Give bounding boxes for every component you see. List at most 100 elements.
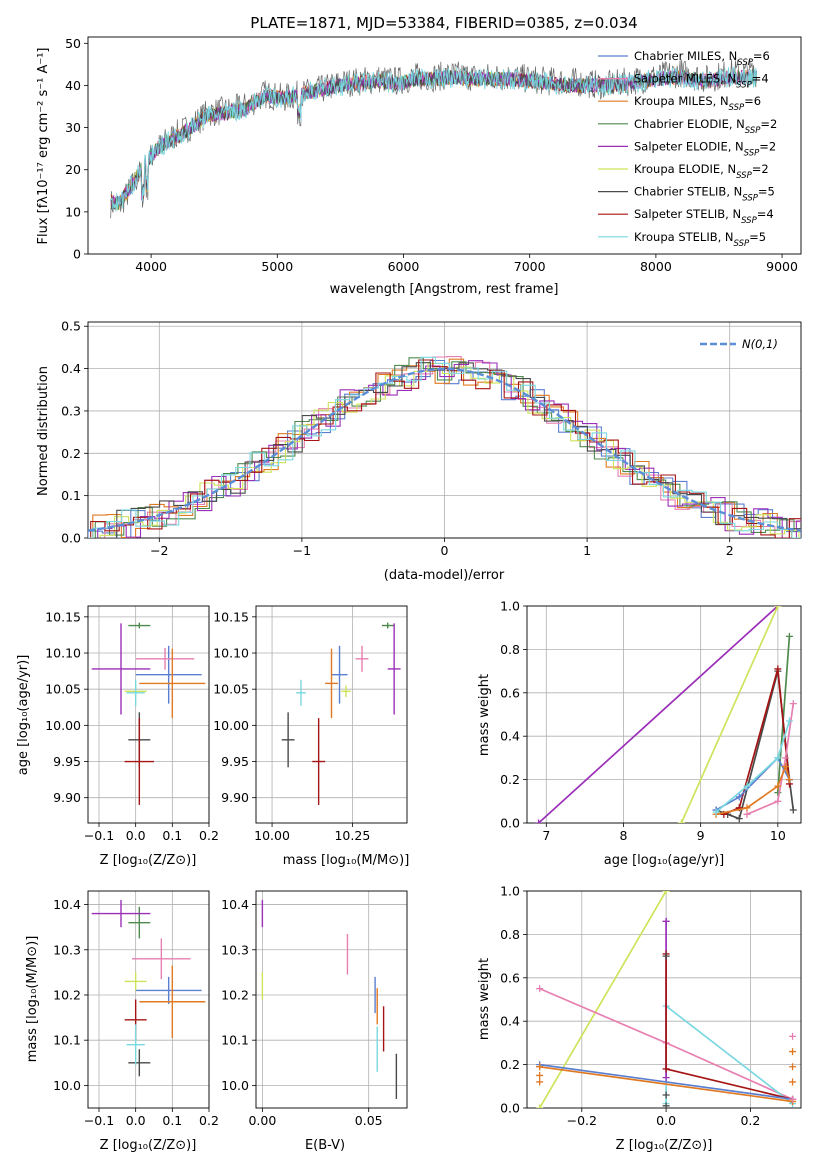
x-tick-label: 10 [770,828,786,843]
weight-line-salpeter-miles [746,703,795,816]
legend-subscript: SSP [741,216,757,226]
z-weight-ylabel: mass weight [477,958,492,1040]
z-age-xlabel: Z [log₁₀(Z/Z⊙)] [100,853,197,868]
x-tick-label: 0.2 [740,1113,760,1128]
y-tick-label: 0.8 [500,927,520,942]
weight-line-kroupa-elodie [538,891,667,1108]
x-tick-label: 0.00 [248,1113,276,1128]
x-tick-label: 1 [583,543,591,558]
y-tick-label: 10.2 [221,987,249,1002]
y-tick-label: 10.1 [221,1033,249,1048]
x-tick-label: 5000 [261,259,293,274]
weight-marker-kroupa-stelib [743,782,751,790]
weight-marker-kroupa-elodie [774,606,782,610]
weight-marker-salpeter-stelib [662,1065,670,1073]
y-tick-label: 10.0 [221,1078,249,1093]
y-tick-label: 9.90 [53,790,81,805]
z-weight-xlabel: Z [log₁₀(Z/Z⊙)] [616,1138,713,1153]
weight-marker-chabrier-miles [735,793,743,801]
weight-lines [535,606,797,823]
weight-marker-chabrier-elodie [785,632,793,640]
mass-age-panel: 10.00 10.25 9.90 9.95 10.00 10.05 10.10 10.15 [213,605,408,843]
weight-line-chabrier-elodie [776,636,791,793]
x-tick-label: 2 [726,543,734,558]
legend-nssp-value: =6 [744,94,761,108]
legend-nssp-value: =2 [752,162,769,176]
legend-subscript: SSP [736,171,752,181]
y-tick-label: 10.05 [45,682,81,697]
axes-frame [255,890,408,1109]
z-mass-panel: −0.1 0.0 0.1 0.2 10.0 10.1 10.2 10.3 10.4 [53,890,219,1128]
y-tick-label: 10 [65,204,81,219]
y-tick-label: 10.3 [53,942,81,957]
errorbar-point-chabrier-elodie [128,622,151,629]
figure-title: PLATE=1871, MJD=53384, FIBERID=0385, z=0… [250,14,637,32]
errorbar-point-salpeter-elodie [91,623,151,715]
errorbar-point-salpeter-miles [135,647,195,670]
y-tick-label: 50 [65,36,81,51]
weight-line-kroupa-elodie [680,606,779,823]
x-tick-label: −0.1 [84,828,114,843]
y-tick-label: 0.2 [500,1057,520,1072]
age-weight-xlabel: age [log₁₀(age/yr)] [604,853,725,868]
x-tick-label: −2 [150,543,168,558]
legend-subscript: SSP [736,81,752,91]
x-tick-label: 8000 [640,259,672,274]
y-tick-label: 0 [73,247,81,262]
errorbar-point-kroupa-stelib [296,679,306,706]
axes-frame [87,321,802,539]
weight-marker-salpeter-miles [789,1032,797,1040]
weight-marker-chabrier-stelib [789,806,797,814]
errorbar-point-salpeter-miles [132,938,191,980]
weight-line-chabrier-miles [539,1063,793,1101]
weight-marker-salpeter-stelib [774,665,782,673]
y-tick-label: 0.0 [500,1101,520,1116]
weight-marker-kroupa-miles [536,1063,544,1071]
weight-marker-kroupa-stelib [774,754,782,762]
weight-marker-salpeter-miles [536,985,544,993]
y-tick-label: 0.8 [500,642,520,657]
age-weight-ylabel: mass weight [477,674,492,756]
weight-marker-kroupa-miles [536,1071,544,1079]
residuals-xlabel: (data-model)/error [384,568,505,583]
y-tick-label: 10.1 [53,1033,81,1048]
z-mass-ylabel: mass [log₁₀(M/M⊙)] [25,936,40,1063]
y-tick-label: 10.15 [213,609,249,624]
legend-subscript: SSP [742,194,758,204]
histogram-chabrier-miles [88,359,801,538]
x-tick-label: −0.1 [84,1113,114,1128]
y-tick-label: 0.0 [500,816,520,831]
age-weight-panel: 7 8 9 10 0.0 0.2 0.4 0.6 0.8 1.0 [500,599,802,843]
spectrum-ylabel: Flux [fλ10⁻¹⁷ erg cm⁻² s⁻¹ A⁻¹] [36,48,51,245]
errorbar-point-salpeter-stelib [124,718,154,805]
y-tick-label: 10.4 [53,897,81,912]
legend-nssp-value: =2 [759,139,776,153]
errorbar-point-kroupa-stelib [126,1024,145,1066]
errorbar-point-kroupa-miles [139,965,206,1038]
weight-marker-kroupa-elodie [662,891,670,895]
x-tick-label: 9000 [766,259,798,274]
x-tick-label: 6000 [388,259,420,274]
weight-lines [536,891,797,1108]
x-tick-label: 7 [542,828,550,843]
weight-line-kroupa-stelib [715,720,791,813]
weight-marker-kroupa-stelib [712,808,720,816]
normal-reference-legend-label: N(0,1) [742,337,778,351]
weight-marker-salpeter-miles [743,810,751,818]
z-mass-xlabel: Z [log₁₀(Z/Z⊙)] [100,1138,197,1153]
weight-marker-kroupa-stelib [785,717,793,725]
weight-marker-kroupa-miles [785,776,793,784]
y-tick-label: 40 [65,78,81,93]
legend-subscript: SSP [737,58,753,68]
axes-frame [255,605,408,824]
errorbar-point-kroupa-stelib [126,679,145,706]
weight-marker-chabrier-stelib [662,952,670,960]
y-tick-label: 10.3 [221,942,249,957]
legend-nssp-value: =2 [760,117,777,131]
weight-marker-salpeter-elodie [662,1074,670,1082]
y-tick-label: 0.2 [61,446,81,461]
legend-subscript: SSP [734,239,750,249]
weight-marker-kroupa-miles [743,804,751,812]
y-tick-label: 0.4 [61,361,81,376]
